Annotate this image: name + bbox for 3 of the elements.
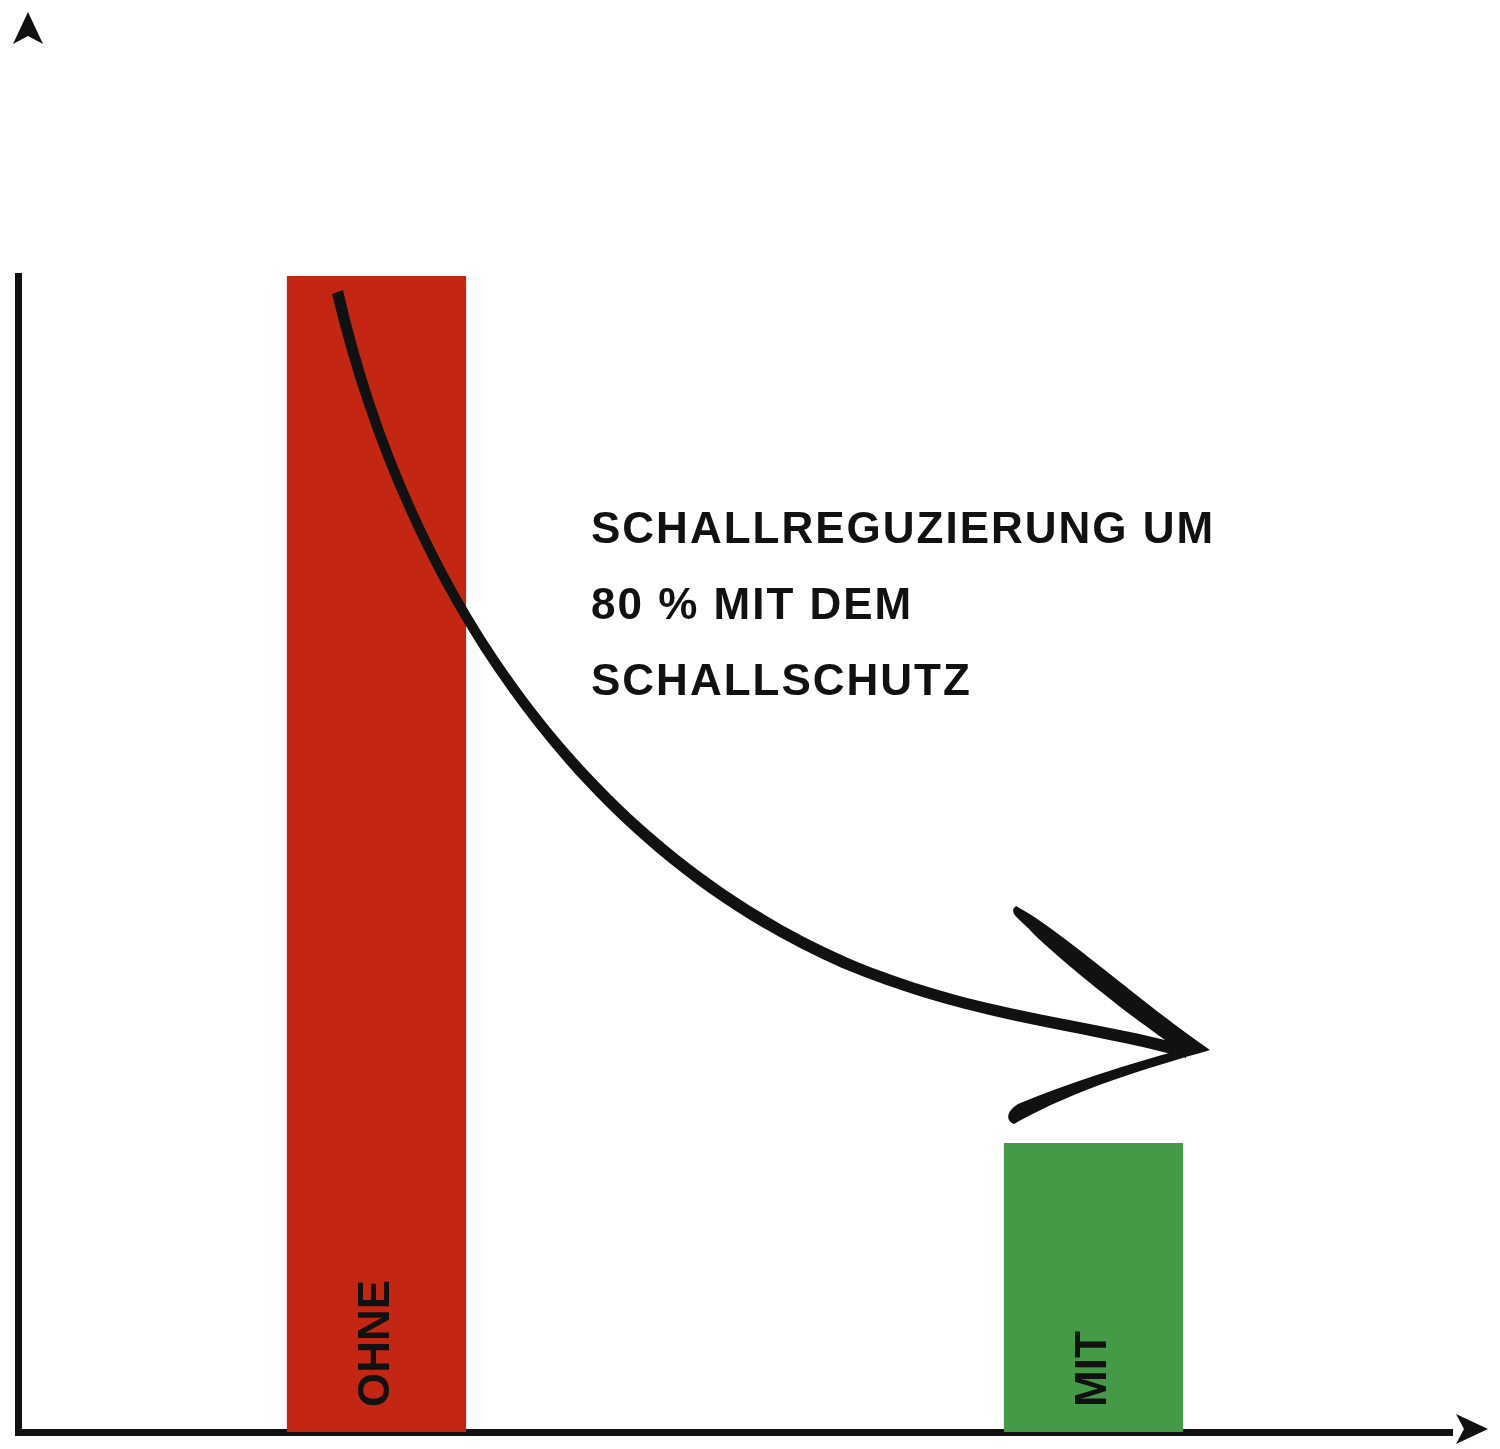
x-tick-label: OHNE bbox=[348, 1279, 398, 1407]
annotation: SCHALLREGUZIERUNG UM 80 % MIT DEM SCHALLSCHUTZ bbox=[591, 502, 1217, 706]
x-tick-label: MIT bbox=[1065, 1331, 1115, 1407]
